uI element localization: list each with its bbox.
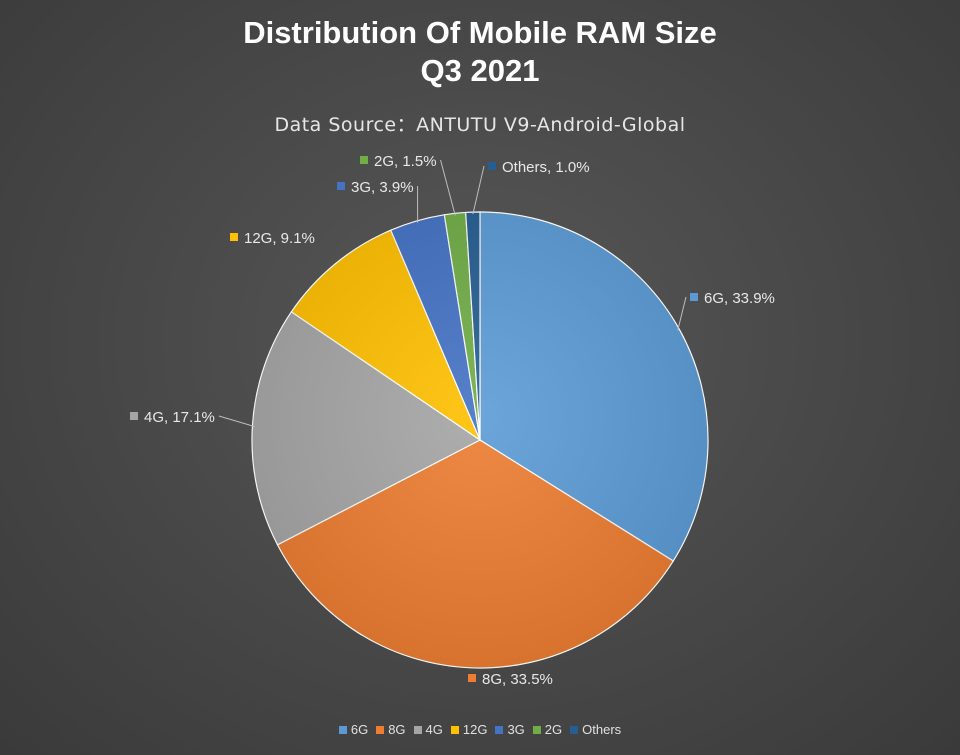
data-label-marker-4g [130, 412, 138, 420]
chart-title: Distribution Of Mobile RAM Size Q3 2021 [0, 14, 960, 90]
data-label-marker-8g [468, 674, 476, 682]
data-label-others: Others, 1.0% [502, 159, 590, 176]
legend-swatch [450, 725, 459, 734]
legend-label: 6G [350, 722, 369, 737]
data-label-4g: 4G, 17.1% [144, 409, 215, 426]
legend-swatch [376, 725, 385, 734]
data-label-6g: 6G, 33.9% [704, 290, 775, 307]
legend-label: 8G [388, 722, 406, 737]
legend-label: 4G [425, 722, 443, 737]
legend-swatch [338, 725, 347, 734]
legend-item-others: Others [570, 722, 621, 737]
legend-item-2g: 2G [532, 722, 563, 737]
leader-line-4g [218, 415, 255, 427]
legend-item-8g: 8G [376, 722, 406, 737]
legend-swatch [570, 725, 579, 734]
data-label-marker-3g [337, 182, 345, 190]
legend-item-6g: 6G [338, 722, 369, 737]
legend-swatch [532, 725, 541, 734]
data-label-2g: 2G, 1.5% [374, 153, 437, 170]
chart-subtitle: Data Source：ANTUTU V9-Android-Global [274, 114, 686, 136]
legend-item-4g: 4G [413, 722, 443, 737]
legend-label: 12G [462, 722, 488, 737]
legend-item-3g: 3G [495, 722, 525, 737]
chart-title-line-2: Q3 2021 [420, 53, 540, 88]
legend-swatch [495, 725, 504, 734]
legend-label: Others [582, 722, 622, 737]
data-label-marker-12g [230, 233, 238, 241]
leader-line-2g [440, 159, 456, 216]
leader-line-6g [677, 296, 687, 331]
data-label-8g: 8G, 33.5% [482, 671, 553, 688]
data-label-12g: 12G, 9.1% [244, 230, 315, 247]
legend: 6G 8G 4G 12G 3G 2G Others [0, 722, 960, 737]
legend-label: 2G [544, 722, 563, 737]
leader-line-others [472, 165, 485, 215]
chart-title-line-1: Distribution Of Mobile RAM Size [243, 15, 717, 50]
legend-item-12g: 12G [450, 722, 488, 737]
data-label-marker-others [488, 162, 496, 170]
legend-label: 3G [507, 722, 525, 737]
legend-swatch [413, 725, 422, 734]
data-label-marker-2g [360, 156, 368, 164]
data-label-3g: 3G, 3.9% [351, 179, 414, 196]
data-label-marker-6g [690, 293, 698, 301]
